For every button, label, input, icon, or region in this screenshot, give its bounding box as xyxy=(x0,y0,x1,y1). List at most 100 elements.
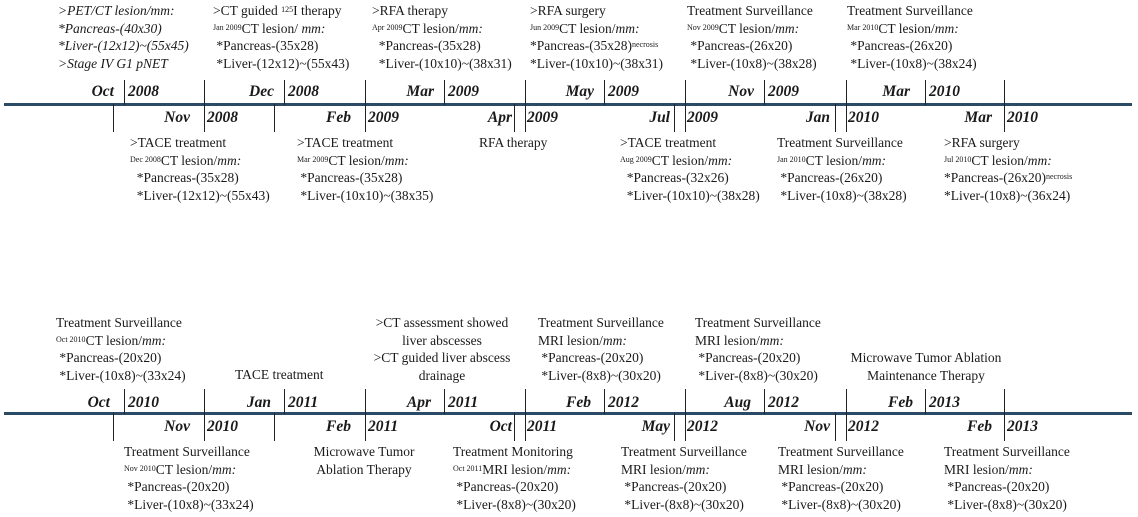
event-surveillance: Treatment Surveillance Oct 2010CT lesion… xyxy=(56,315,186,383)
event-surveillance: Treatment Surveillance Jan 2010CT lesion… xyxy=(777,135,907,203)
event-liver-abscess: >CT assessment showed liver abscesses >C… xyxy=(373,315,511,383)
tick xyxy=(525,389,526,441)
event-surveillance: Treatment Surveillance Nov 2009CT lesion… xyxy=(687,3,817,71)
date-year: 2013 xyxy=(929,394,960,411)
date-month: Feb xyxy=(326,418,351,435)
event-tace: >TACE treatment Mar 2009CT lesion/mm: *P… xyxy=(297,135,434,203)
date-month: Oct xyxy=(489,418,512,435)
event-ct-guided-i125: >CT guided 125I therapy Jan 2009CT lesio… xyxy=(213,3,350,71)
date-month: Apr xyxy=(487,109,512,126)
tick xyxy=(685,80,686,132)
date-month: Oct xyxy=(91,83,114,100)
event-surveillance: Treatment Surveillance MRI lesion/mm: *P… xyxy=(778,444,904,512)
tick xyxy=(846,80,847,132)
event-surveillance: Treatment Surveillance Mar 2010CT lesion… xyxy=(847,3,977,71)
event-microwave-maintenance: Microwave Tumor Ablation Maintenance The… xyxy=(850,350,1002,383)
tick xyxy=(674,104,675,132)
event-tace: >TACE treatment Aug 2009CT lesion/mm: *P… xyxy=(620,135,760,203)
tick xyxy=(124,389,125,414)
date-year: 2008 xyxy=(128,83,159,100)
tick xyxy=(204,80,205,132)
event-microwave-ablation: Microwave Tumor Ablation Therapy xyxy=(313,444,415,477)
tick xyxy=(113,413,114,441)
date-year: 2010 xyxy=(848,109,879,126)
date-year: 2012 xyxy=(608,394,639,411)
event-surveillance: Treatment Surveillance MRI lesion/mm: *P… xyxy=(944,444,1070,512)
date-year: 2013 xyxy=(1007,418,1038,435)
date-year: 2010 xyxy=(128,394,159,411)
date-month: Nov xyxy=(804,418,830,435)
tick xyxy=(764,80,765,105)
tick xyxy=(1004,389,1005,441)
tick xyxy=(444,80,445,105)
event-surveillance: Treatment Surveillance MRI lesion/mm: *P… xyxy=(695,315,821,383)
date-month: Nov xyxy=(164,109,190,126)
date-month: Jan xyxy=(246,394,271,411)
date-year: 2012 xyxy=(848,418,879,435)
date-month: Mar xyxy=(406,83,434,100)
date-month: Nov xyxy=(728,83,754,100)
date-month: Aug xyxy=(724,394,751,411)
tick xyxy=(365,80,366,132)
date-month: Mar xyxy=(882,83,910,100)
event-pet-ct: >PET/CT lesion/mm: *Pancreas-(40x30) *Li… xyxy=(58,3,189,71)
date-year: 2009 xyxy=(768,83,799,100)
date-month: Oct xyxy=(87,394,110,411)
event-rfa-surgery: >RFA surgery Jun 2009CT lesion/mm: *Panc… xyxy=(530,3,663,71)
event-surveillance: Treatment Surveillance Nov 2010CT lesion… xyxy=(124,444,254,512)
date-month: Dec xyxy=(249,83,274,100)
date-month: Jan xyxy=(805,109,830,126)
tick xyxy=(113,104,114,132)
date-month: Feb xyxy=(566,394,591,411)
event-surveillance: Treatment Surveillance MRI lesion/mm: *P… xyxy=(538,315,664,383)
date-year: 2009 xyxy=(608,83,639,100)
tick xyxy=(365,389,366,441)
date-year: 2009 xyxy=(368,109,399,126)
date-month: Feb xyxy=(967,418,992,435)
date-year: 2010 xyxy=(929,83,960,100)
date-year: 2012 xyxy=(768,394,799,411)
date-year: 2012 xyxy=(687,418,718,435)
tick xyxy=(835,413,836,441)
date-year: 2008 xyxy=(288,83,319,100)
tick xyxy=(604,80,605,105)
date-month: May xyxy=(641,418,670,435)
tick xyxy=(284,389,285,414)
tick xyxy=(925,389,926,414)
date-year: 2011 xyxy=(288,394,319,411)
event-rfa-therapy: >RFA therapy Apr 2009CT lesion/mm: *Panc… xyxy=(372,3,512,71)
date-month: Mar xyxy=(964,109,992,126)
date-year: 2011 xyxy=(527,418,558,435)
date-year: 2011 xyxy=(448,394,479,411)
date-year: 2010 xyxy=(1007,109,1038,126)
date-month: Jul xyxy=(649,109,670,126)
tick xyxy=(685,389,686,441)
tick xyxy=(284,80,285,105)
date-year: 2009 xyxy=(687,109,718,126)
date-year: 2010 xyxy=(207,418,238,435)
tick xyxy=(604,389,605,414)
date-month: May xyxy=(565,83,594,100)
event-tace: >TACE treatment Dec 2008CT lesion/mm: *P… xyxy=(130,135,270,203)
tick xyxy=(925,80,926,105)
date-year: 2008 xyxy=(207,109,238,126)
date-month: Apr xyxy=(406,394,431,411)
tick xyxy=(674,413,675,441)
date-year: 2009 xyxy=(527,109,558,126)
tick xyxy=(274,104,275,132)
tick xyxy=(124,80,125,105)
date-year: 2011 xyxy=(368,418,399,435)
event-rfa-surgery: >RFA surgery Jul 2010CT lesion/mm: *Panc… xyxy=(944,135,1073,203)
event-surveillance: Treatment Surveillance MRI lesion/mm: *P… xyxy=(621,444,747,512)
event-rfa-therapy: RFA therapy xyxy=(479,135,548,150)
tick xyxy=(444,389,445,414)
tick xyxy=(764,389,765,414)
tick xyxy=(204,389,205,441)
timeline-axis-row2 xyxy=(4,412,1132,415)
tick xyxy=(514,413,515,441)
tick xyxy=(1004,80,1005,132)
date-month: Feb xyxy=(888,394,913,411)
date-month: Feb xyxy=(326,109,351,126)
event-monitoring: Treatment Monitoring Oct 2011MRI lesion/… xyxy=(453,444,576,512)
